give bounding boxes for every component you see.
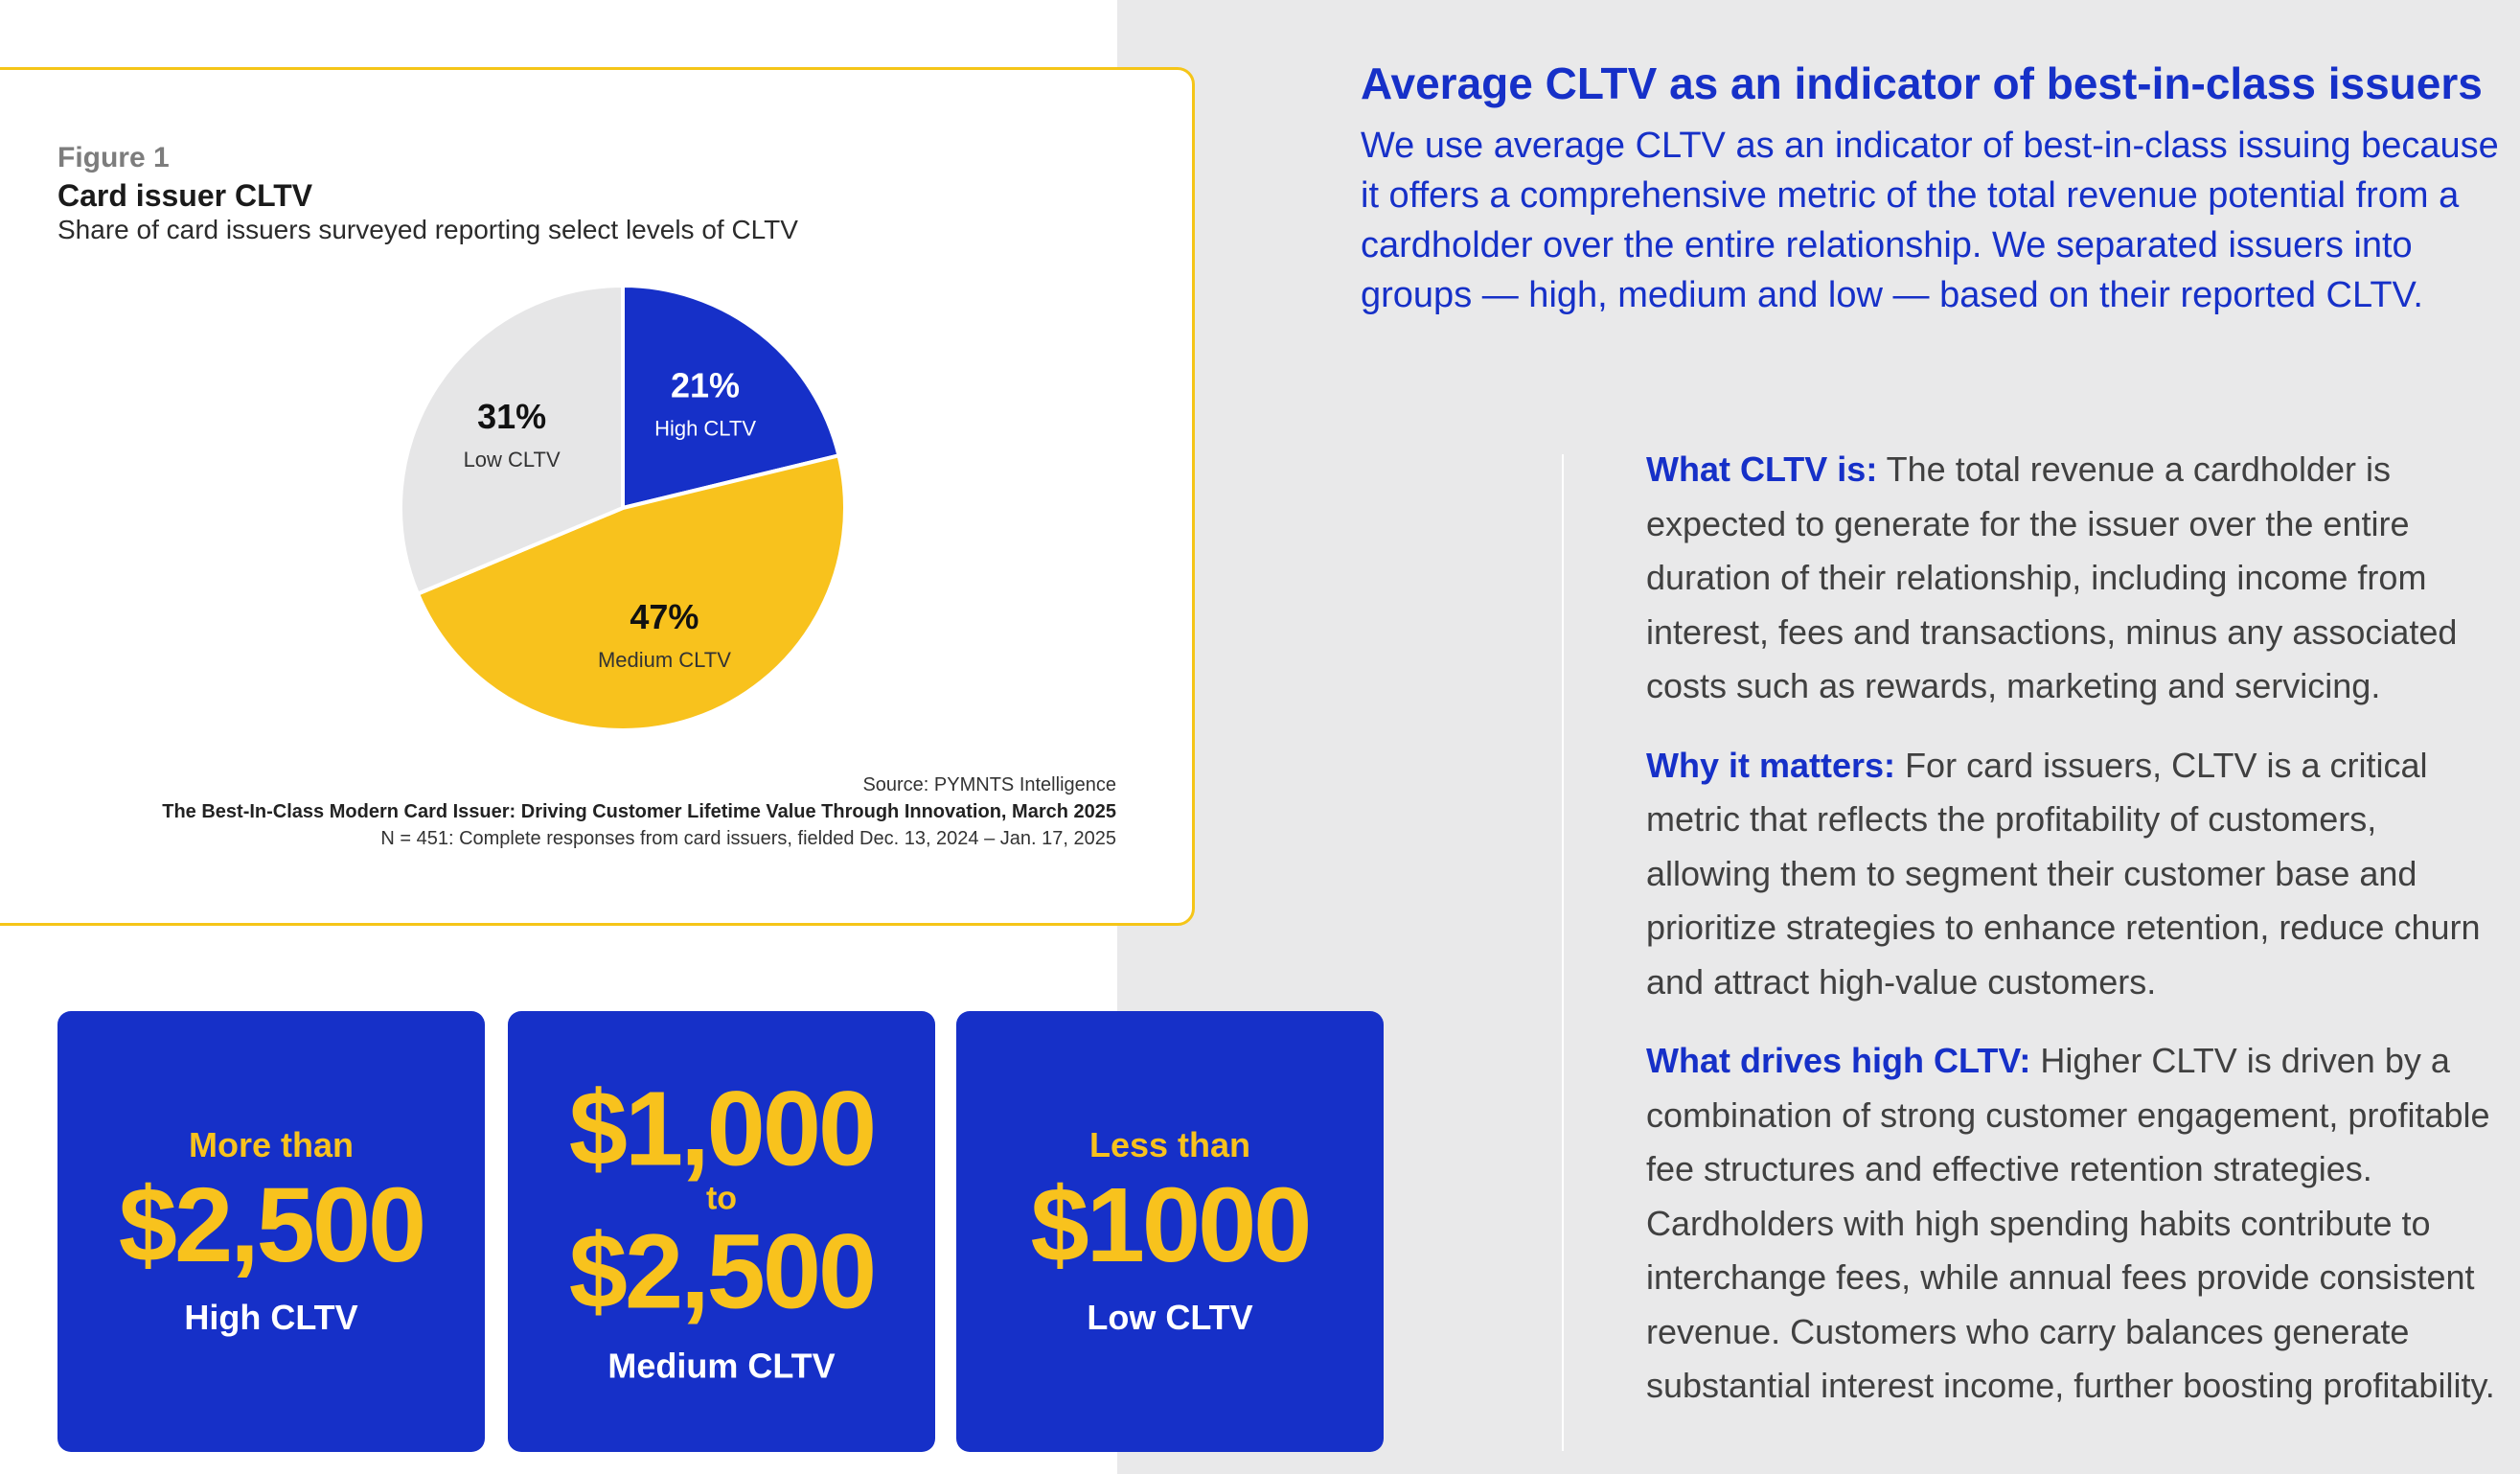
pie-slice-medium-cltv [416, 453, 847, 732]
definition-term: Why it matters: [1646, 745, 1896, 785]
pie-category-label-high-cltv: High CLTV [654, 417, 756, 441]
definition-text: For card issuers, CLTV is a critical met… [1646, 745, 2481, 1002]
stat-medium-label: Medium CLTV [607, 1346, 836, 1386]
stat-low-value: $1000 [1030, 1166, 1313, 1284]
definitions-list: What CLTV is: The total revenue a cardho… [1646, 443, 2509, 1439]
pie-category-label-low-cltv: Low CLTV [464, 448, 561, 472]
pie-chart: 21% High CLTV 47% Medium CLTV 31% Low CLTV [399, 284, 847, 732]
figure-label: Figure 1 [57, 142, 170, 173]
stat-card-high: More than $2,500 High CLTV [57, 1011, 485, 1452]
figure-title: Card issuer CLTV [57, 178, 313, 213]
pie-value-label-medium-cltv: 47% [630, 597, 699, 636]
stat-high-value: $2,500 [118, 1166, 426, 1284]
stat-low-prefix: Less than [1088, 1125, 1251, 1164]
definition-term: What drives high CLTV: [1646, 1041, 2031, 1080]
stat-medium-value-bottom: $2,500 [568, 1212, 877, 1331]
pie-slice-low-cltv [399, 284, 625, 596]
definition-text: Higher CLTV is driven by a combination o… [1646, 1041, 2495, 1405]
stat-card-low: Less than $1000 Low CLTV [956, 1011, 1384, 1452]
pie-slice-high-cltv [621, 284, 841, 510]
stat-high-label: High CLTV [184, 1298, 358, 1337]
chart-report-title: The Best-In-Class Modern Card Issuer: Dr… [162, 801, 1116, 822]
section-intro: We use average CLTV as an indicator of b… [1361, 126, 2499, 315]
chart-source: Source: PYMNTS Intelligence [862, 774, 1116, 795]
figure-subtitle: Share of card issuers surveyed reporting… [57, 215, 798, 244]
stat-high-prefix: More than [188, 1125, 354, 1164]
definition-item: Why it matters: For card issuers, CLTV i… [1646, 739, 2509, 1010]
definition-item: What drives high CLTV: Higher CLTV is dr… [1646, 1034, 2509, 1414]
divider-line [1562, 454, 1564, 1451]
stat-low-label: Low CLTV [1087, 1298, 1253, 1337]
pie-value-label-high-cltv: 21% [671, 366, 740, 405]
chart-sample-note: N = 451: Complete responses from card is… [380, 828, 1116, 849]
stat-medium-connector: to [705, 1180, 738, 1217]
stat-medium-value-top: $1,000 [568, 1070, 877, 1188]
definition-term: What CLTV is: [1646, 449, 1878, 489]
section-heading: Average CLTV as an indicator of best-in-… [1361, 58, 2483, 108]
pie-category-label-medium-cltv: Medium CLTV [598, 648, 731, 672]
definition-item: What CLTV is: The total revenue a cardho… [1646, 443, 2509, 714]
definition-text: The total revenue a cardholder is expect… [1646, 449, 2458, 705]
pie-value-label-low-cltv: 31% [477, 397, 546, 436]
stat-card-medium: $1,000 to $2,500 Medium CLTV [508, 1011, 935, 1452]
